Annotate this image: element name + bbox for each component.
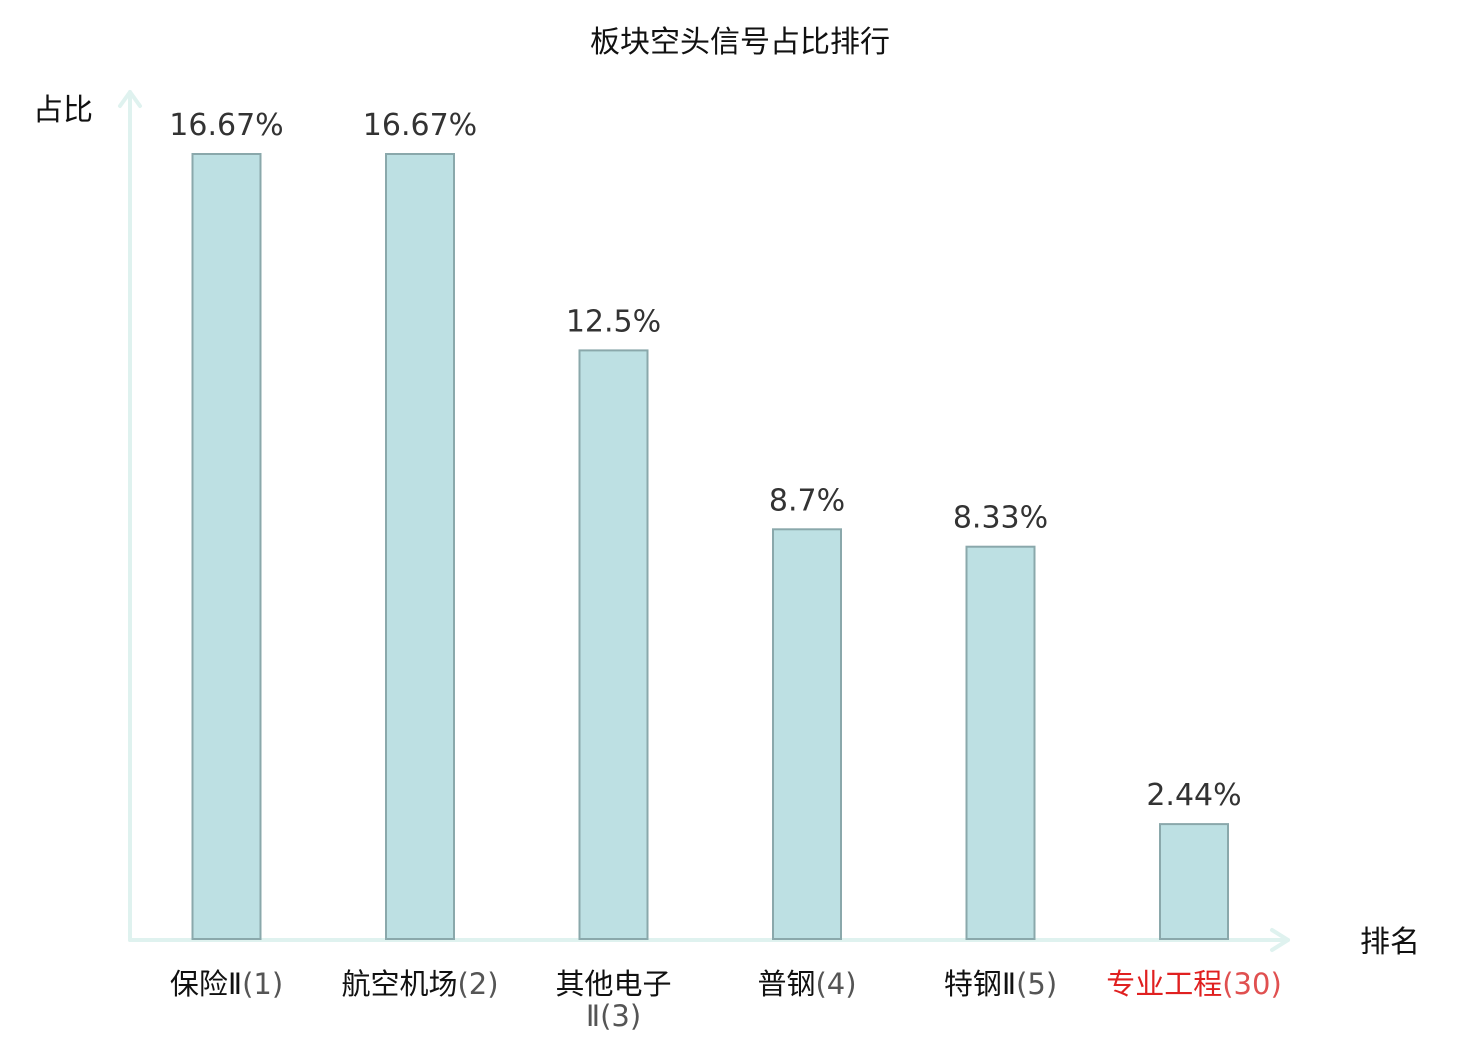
value-labels: 16.67% 16.67% 12.5% 8.7% 8.33% 2.44% [169,108,1241,813]
x-axis-label: 排名 [1360,925,1420,960]
category-label-5: 特钢Ⅱ(5) [944,967,1057,1001]
y-axis-label: 占比 [33,93,93,128]
chart-title: 板块空头信号占比排行 [590,25,890,60]
bar-6 [1159,823,1229,940]
bars [191,153,1229,940]
category-label-3-line2: Ⅱ(3) [586,999,641,1033]
category-label-2: 航空机场(2) [341,967,498,1001]
category-label-4: 普钢(4) [757,967,856,1001]
bar-4 [772,528,842,940]
bar-3 [578,349,649,940]
bar-5 [965,545,1036,940]
value-label-5: 8.33% [953,501,1048,536]
value-label-1: 16.67% [169,108,283,143]
value-label-4: 8.7% [769,483,845,518]
category-label-6: 专业工程(30) [1106,967,1282,1001]
category-label-1: 保险Ⅱ(1) [170,967,283,1001]
bar-1 [191,153,262,940]
axes [118,90,1290,952]
x-axis-arrow [1270,928,1290,952]
bar-2 [385,153,455,940]
category-label-3: 其他电子 [555,967,671,1001]
value-label-6: 2.44% [1146,778,1241,813]
value-label-2: 16.67% [363,108,477,143]
value-label-3: 12.5% [566,304,661,339]
y-axis-arrow [118,90,142,108]
